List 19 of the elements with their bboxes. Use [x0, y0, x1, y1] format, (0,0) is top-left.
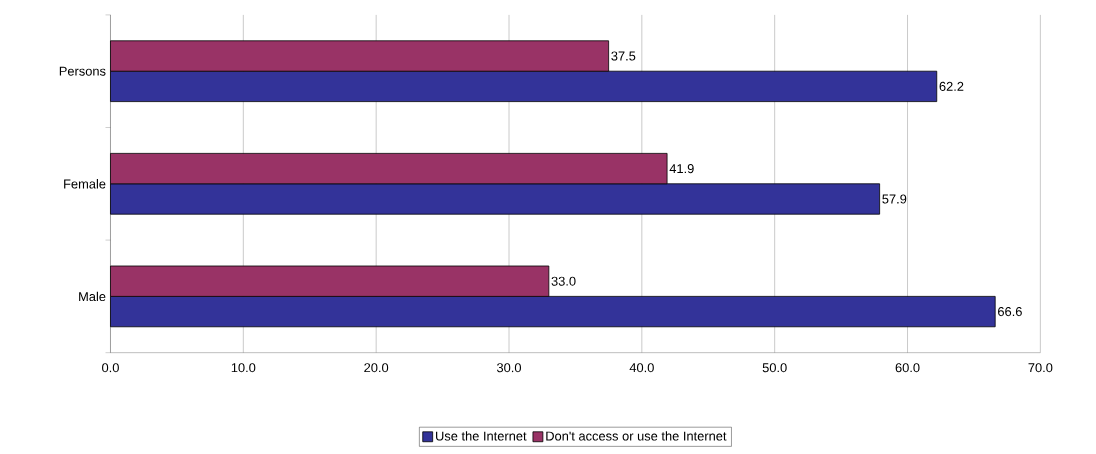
x-tick-label: 20.0	[364, 363, 389, 373]
legend-label: Don't access or use the Internet	[546, 431, 727, 441]
data-label: 37.5	[611, 51, 636, 61]
x-tick-label: 60.0	[895, 363, 920, 373]
x-tick-label: 0.0	[102, 363, 119, 373]
legend-label: Use the Internet	[436, 431, 527, 441]
data-label: 41.9	[669, 164, 694, 174]
x-tick-label: 30.0	[496, 363, 522, 373]
data-label: 33.0	[551, 276, 576, 286]
data-label: 57.9	[882, 194, 907, 204]
y-tick-label: Persons	[59, 66, 106, 76]
y-tick-label: Female	[64, 179, 106, 189]
data-label: 66.6	[998, 307, 1022, 317]
x-tick-label: 70.0	[1028, 363, 1053, 373]
y-tick-label: Male	[79, 291, 106, 302]
x-tick-label: 40.0	[629, 363, 654, 373]
data-label: 62.2	[939, 81, 964, 91]
x-tick-label: 10.0	[231, 363, 256, 373]
x-tick-label: 50.0	[762, 363, 787, 373]
